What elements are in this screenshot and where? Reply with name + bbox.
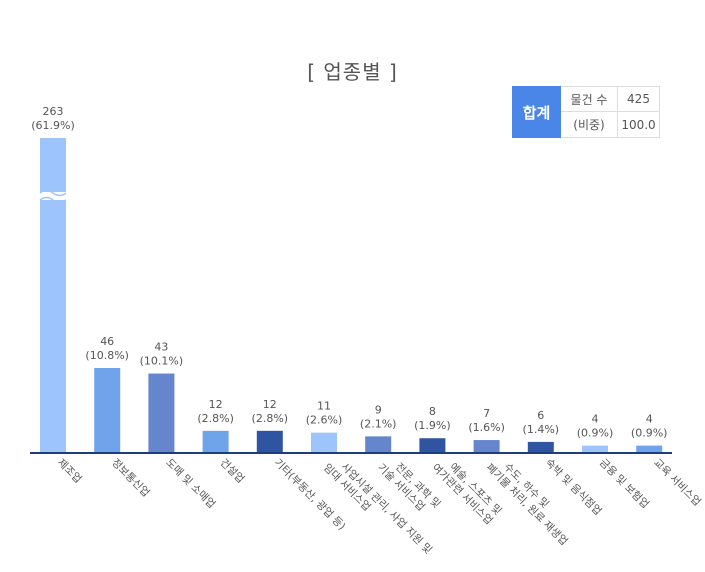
bar bbox=[40, 138, 66, 453]
value-label: 263 bbox=[43, 105, 64, 118]
category-label: 기타(부동산, 광업 등) bbox=[272, 456, 349, 533]
value-label: 7 bbox=[483, 407, 490, 420]
summary-table: 합계 물건 수 425 (비중) 100.0 bbox=[512, 86, 660, 138]
category-label-line: 도매 및 소매업 bbox=[163, 456, 218, 511]
bar bbox=[365, 436, 392, 453]
category-label: 도매 및 소매업 bbox=[163, 456, 218, 511]
share-label: (10.1%) bbox=[140, 355, 184, 368]
axis-break bbox=[39, 192, 67, 200]
value-label: 9 bbox=[375, 403, 382, 416]
summary-share-value: 100.0 bbox=[618, 112, 660, 138]
bar bbox=[419, 438, 446, 453]
bar bbox=[148, 373, 175, 453]
share-label: (10.8%) bbox=[85, 349, 129, 362]
share-label: (0.9%) bbox=[631, 427, 668, 440]
category-label: 금융 및 보험업 bbox=[597, 456, 652, 511]
share-label: (2.1%) bbox=[360, 417, 397, 430]
share-label: (1.4%) bbox=[523, 423, 560, 436]
axis-break-line bbox=[39, 189, 67, 197]
summary-share-label: (비중) bbox=[561, 112, 618, 138]
category-label-line: 금융 및 보험업 bbox=[597, 456, 652, 511]
bar bbox=[636, 445, 663, 453]
value-label: 8 bbox=[429, 405, 436, 418]
value-label: 6 bbox=[537, 409, 544, 422]
category-label-line: 교육 서비스업 bbox=[651, 456, 704, 509]
category-label-line: 건설업 bbox=[217, 456, 247, 486]
value-label: 43 bbox=[154, 341, 168, 354]
summary-count-label: 물건 수 bbox=[561, 86, 618, 112]
category-label: 숙박 및 음식점업 bbox=[543, 456, 605, 518]
value-label: 46 bbox=[100, 335, 114, 348]
value-label: 12 bbox=[263, 398, 277, 411]
bar bbox=[256, 430, 283, 453]
value-label: 12 bbox=[209, 398, 223, 411]
bar bbox=[202, 430, 229, 453]
share-label: (1.9%) bbox=[414, 419, 451, 432]
category-label-line: 숙박 및 음식점업 bbox=[543, 456, 605, 518]
bar bbox=[94, 368, 121, 453]
category-label-line: 정보통신업 bbox=[109, 456, 152, 499]
share-label: (2.8%) bbox=[197, 412, 234, 425]
share-label: (61.9%) bbox=[31, 119, 75, 132]
chart-title: [ 업종별 ] bbox=[307, 60, 398, 84]
summary-count-value: 425 bbox=[618, 86, 660, 112]
summary-header: 합계 bbox=[512, 86, 561, 138]
value-label: 4 bbox=[646, 413, 653, 426]
share-label: (2.6%) bbox=[306, 414, 343, 427]
share-label: (0.9%) bbox=[577, 427, 614, 440]
bar bbox=[473, 440, 500, 453]
share-label: (1.6%) bbox=[468, 421, 505, 434]
category-label: 건설업 bbox=[217, 456, 247, 486]
bar bbox=[527, 441, 554, 453]
axis-break-line bbox=[39, 196, 67, 204]
category-label: 정보통신업 bbox=[109, 456, 152, 499]
bar bbox=[311, 432, 337, 453]
value-label: 11 bbox=[317, 400, 331, 413]
category-label: 교육 서비스업 bbox=[651, 456, 704, 509]
bar bbox=[582, 445, 608, 453]
category-label-line: 제조업 bbox=[55, 456, 85, 486]
category-label-line: 기타(부동산, 광업 등) bbox=[272, 456, 349, 533]
share-label: (2.8%) bbox=[252, 412, 289, 425]
category-label: 제조업 bbox=[55, 456, 85, 486]
value-label: 4 bbox=[592, 413, 599, 426]
